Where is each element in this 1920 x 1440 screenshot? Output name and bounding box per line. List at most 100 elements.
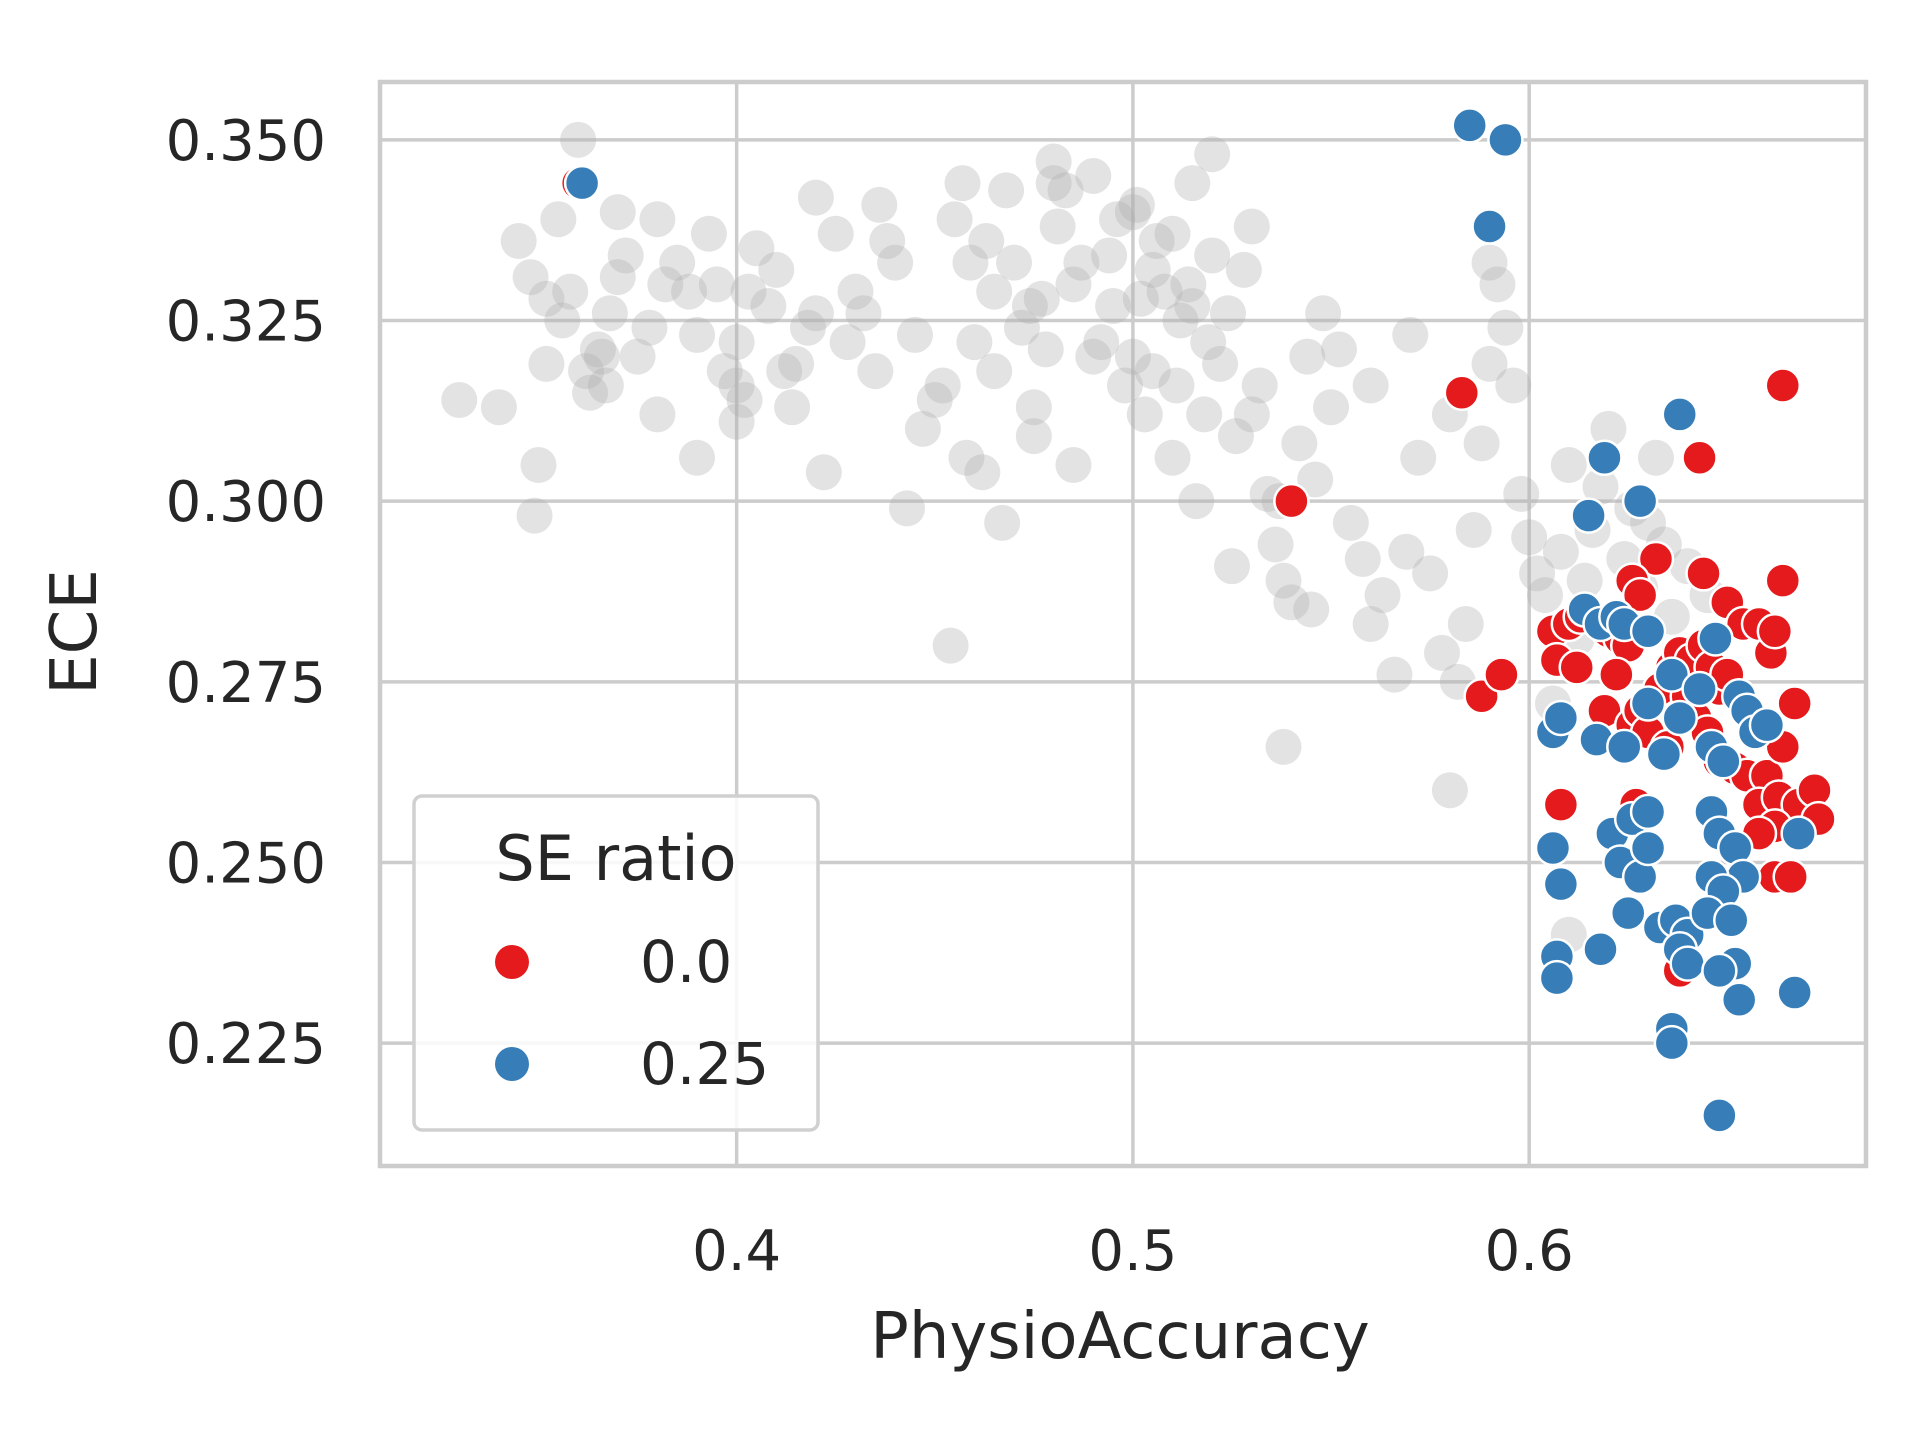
series-1-point — [563, 164, 601, 202]
background-point — [1047, 172, 1084, 209]
background-point — [1174, 165, 1211, 202]
series-1-point — [1629, 793, 1667, 831]
series-1-point — [1534, 829, 1572, 867]
background-point — [1186, 396, 1223, 433]
background-point — [1265, 728, 1302, 765]
background-point — [441, 381, 478, 418]
background-point — [976, 353, 1013, 390]
background-point — [1463, 425, 1500, 462]
y-tick-label: 0.250 — [166, 831, 326, 896]
background-point — [607, 237, 644, 274]
series-1-point — [1713, 902, 1750, 939]
background-point — [528, 280, 565, 317]
series-0-point — [1273, 482, 1310, 520]
background-point — [1590, 410, 1627, 447]
series-1-point — [1538, 959, 1576, 997]
series-0-point — [1764, 367, 1802, 404]
background-point — [1495, 367, 1532, 404]
background-point — [1202, 345, 1239, 382]
x-tick-label: 0.5 — [1088, 1219, 1177, 1284]
background-point — [568, 353, 605, 390]
background-point — [778, 345, 815, 382]
background-point — [1257, 526, 1294, 563]
series-0-point — [1772, 858, 1809, 896]
background-point — [916, 381, 953, 418]
background-point — [948, 439, 985, 476]
plot-frame — [377, 79, 1869, 1169]
series-0-point — [1681, 439, 1718, 477]
background-point — [1194, 136, 1231, 173]
background-point — [766, 353, 803, 390]
background-point — [1154, 439, 1191, 476]
legend-label-0: 0.0 — [640, 928, 732, 996]
background-point — [1075, 157, 1112, 194]
x-tick-label: 0.6 — [1485, 1219, 1574, 1284]
legend-marker-0 — [495, 945, 529, 979]
background-point — [1233, 396, 1270, 433]
legend-title: SE ratio — [495, 822, 736, 895]
background-point — [1015, 389, 1052, 426]
series-1-point — [1705, 743, 1742, 780]
background-point — [1241, 367, 1278, 404]
background-point — [1550, 447, 1587, 484]
background-point — [1178, 483, 1215, 520]
background-point — [964, 454, 1001, 491]
background-point — [1134, 353, 1171, 390]
series-1-point — [1487, 121, 1524, 159]
background-point — [647, 266, 684, 303]
background-point — [1027, 331, 1064, 368]
background-point — [1099, 201, 1136, 238]
background-point — [952, 244, 989, 281]
background-point — [805, 454, 842, 491]
background-point — [579, 331, 616, 368]
background-point — [1114, 194, 1151, 231]
background-point — [718, 367, 755, 404]
series-0-point — [1542, 786, 1580, 823]
background-point — [552, 273, 589, 310]
series-1-point — [1629, 685, 1667, 722]
series-1-point — [1606, 728, 1643, 766]
background-point — [560, 121, 597, 158]
series-0-point — [1764, 562, 1802, 599]
background-point — [1412, 555, 1449, 592]
background-point — [1297, 461, 1334, 498]
series-1-point — [1629, 829, 1667, 867]
series-1-point — [1661, 396, 1699, 433]
background-point — [1566, 562, 1603, 599]
background-point — [738, 230, 775, 267]
background-point — [1075, 338, 1112, 375]
background-point — [1637, 439, 1674, 476]
background-point — [845, 295, 882, 332]
y-tick-label: 0.325 — [166, 289, 326, 354]
background-point — [1146, 273, 1183, 310]
background-point — [797, 179, 834, 216]
background-point — [718, 324, 755, 361]
background-point — [1023, 280, 1060, 317]
background-point — [679, 439, 716, 476]
series-1-point — [1629, 612, 1667, 650]
series-1-point — [1776, 974, 1813, 1011]
background-point — [1471, 345, 1508, 382]
background-point — [528, 345, 565, 382]
y-tick-label: 0.300 — [166, 470, 326, 535]
background-point — [976, 273, 1013, 310]
background-point — [1114, 338, 1151, 375]
series-1-point — [1669, 945, 1706, 982]
background-point — [1392, 316, 1429, 353]
background-point — [599, 194, 636, 231]
background-point — [1447, 606, 1484, 642]
background-point — [1039, 208, 1076, 245]
series-0-point — [1443, 374, 1481, 411]
series-1-point — [1681, 670, 1718, 708]
series-1-point — [1621, 482, 1659, 520]
background-point — [1582, 468, 1619, 505]
background-point — [1095, 288, 1132, 325]
legend-marker-1 — [495, 1047, 529, 1081]
legend: SE ratio 0.0 0.25 — [412, 794, 820, 1132]
background-point — [1015, 418, 1052, 455]
series-1-point — [1451, 107, 1488, 144]
series-0-point — [1685, 555, 1722, 592]
background-point — [1170, 266, 1207, 303]
x-axis-label: PhysioAccuracy — [870, 1300, 1370, 1374]
